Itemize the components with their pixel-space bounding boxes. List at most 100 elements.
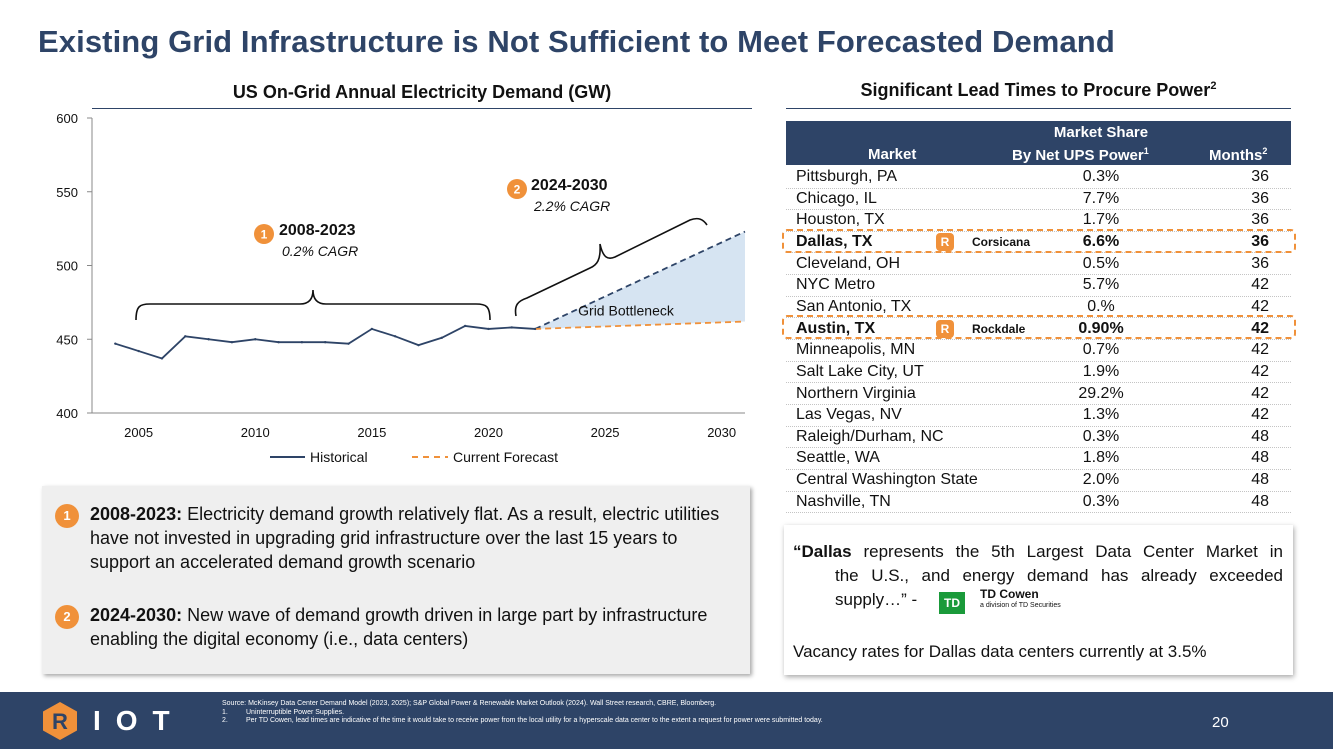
cell-share: 0.90%: [1078, 319, 1124, 337]
cell-market: Salt Lake City, UT: [796, 362, 924, 380]
historical-point: [487, 327, 490, 331]
cell-months: 36: [1251, 232, 1269, 250]
cell-share: 0.5%: [1082, 254, 1120, 272]
footnote-2-num: 2.: [222, 717, 228, 724]
cell-months: 42: [1251, 319, 1269, 337]
cell-months: 36: [1251, 168, 1269, 185]
page-number: 20: [1212, 714, 1229, 731]
header-market: Market: [868, 146, 917, 163]
cell-market: Pittsburgh, PA: [796, 168, 898, 185]
notes-panel: 1 2008-2023: Electricity demand growth r…: [42, 486, 750, 674]
chart-title-rule: [92, 108, 752, 109]
page-title: Existing Grid Infrastructure is Not Suff…: [38, 24, 1115, 59]
riot-logo-letter: R: [52, 709, 68, 734]
cell-market: Seattle, WA: [796, 449, 880, 467]
note-2-period: 2024-2030:: [90, 605, 183, 625]
table-title-text: Significant Lead Times to Procure Power: [860, 80, 1211, 100]
note-1-period: 2008-2023:: [90, 504, 183, 524]
quote-line-2: the U.S., and energy demand has already …: [835, 566, 1283, 585]
note-1: 2008-2023: Electricity demand growth rel…: [90, 502, 740, 574]
source-line: Source: McKinsey Data Center Demand Mode…: [222, 700, 717, 707]
historical-point: [230, 341, 234, 344]
table-title: Significant Lead Times to Procure Power2: [786, 80, 1291, 101]
y-tick-label: 400: [56, 406, 78, 421]
cell-market: Cleveland, OH: [796, 254, 901, 272]
cell-share: 5.7%: [1082, 276, 1120, 294]
table-row: Austin, TX 0.90% 42 R Rockdale: [786, 318, 1291, 341]
forecast-line: [535, 320, 746, 330]
y-tick-label: 550: [56, 185, 78, 200]
table-row: Minneapolis, MN 0.7% 42: [786, 339, 1291, 362]
historical-point: [207, 338, 210, 341]
table-row: Seattle, WA 1.8% 48: [786, 447, 1291, 470]
historical-point: [254, 338, 257, 341]
cell-share: 1.7%: [1082, 211, 1120, 229]
historical-point: [277, 341, 280, 344]
annotation-2-cagr: 2.2% CAGR: [533, 198, 610, 214]
footnote-1-num: 1.: [222, 708, 228, 716]
historical-point: [347, 342, 350, 345]
bottleneck-label: Grid Bottleneck: [578, 303, 675, 319]
cell-share: 0.7%: [1082, 341, 1120, 359]
note-2-badge: 2: [55, 605, 79, 629]
table-row: Pittsburgh, PA 0.3% 36: [786, 166, 1291, 189]
header-share-line2: By Net UPS Power1: [1012, 146, 1149, 164]
cell-market: Austin, TX: [796, 319, 876, 337]
badge-2-number: 2: [514, 183, 521, 197]
historical-point: [324, 341, 327, 344]
cell-share: 1.9%: [1082, 362, 1120, 380]
table-title-sup: 2: [1210, 80, 1217, 92]
footnote-1-text: Uninterruptible Power Supplies.: [246, 708, 345, 716]
header-months: Months2: [1209, 146, 1267, 164]
cell-market: Dallas, TX: [796, 232, 873, 250]
x-tick-label: 2010: [241, 425, 270, 440]
historical-point: [440, 336, 444, 339]
table-header: Market Market Share By Net UPS Power1 Mo…: [786, 121, 1291, 165]
cell-share: 0.3%: [1082, 427, 1120, 445]
brace-historical: [135, 289, 491, 321]
brace-forecast: [514, 217, 708, 317]
cell-market: NYC Metro: [796, 276, 876, 294]
historical-point: [137, 349, 140, 353]
table-row: Northern Virginia 29.2% 42: [786, 383, 1291, 405]
cell-market: Central Washington State: [796, 471, 978, 489]
cell-months: 48: [1251, 471, 1269, 489]
cell-market: Houston, TX: [796, 211, 885, 229]
header-share-text: By Net UPS Power: [1012, 147, 1144, 164]
table-row: Salt Lake City, UT 1.9% 42: [786, 361, 1291, 384]
cell-months: 48: [1251, 427, 1269, 445]
y-tick-label: 600: [56, 111, 78, 126]
historical-point: [184, 335, 187, 338]
note-1-text: Electricity demand growth relatively fla…: [90, 504, 720, 572]
header-share-sup: 1: [1143, 146, 1149, 156]
x-tick-label: 2020: [474, 425, 503, 440]
x-tick-label: 2005: [124, 425, 153, 440]
historical-point: [393, 335, 397, 338]
historical-point: [533, 327, 537, 331]
cell-share: 2.0%: [1082, 471, 1120, 489]
td-logo: TD: [939, 592, 965, 614]
note-2-text: New wave of demand growth driven in larg…: [90, 605, 708, 649]
table-row: Central Washington State 2.0% 48: [786, 469, 1291, 492]
footnote-1: 1. Uninterruptible Power Supplies.: [222, 709, 823, 718]
cell-market: Raleigh/Durham, NC: [796, 427, 944, 445]
historical-point: [463, 324, 467, 328]
annotation-1-period: 2008-2023: [279, 222, 356, 239]
demand-chart: 400 450 500 550 600 2005 2010 2015 2020 2025 2030…: [56, 111, 746, 465]
badge-2-icon: [507, 179, 527, 199]
table-row: NYC Metro 5.7% 42: [786, 274, 1291, 297]
riot-logo-icon: R: [43, 702, 77, 740]
site-name: Rockdale: [972, 321, 1026, 336]
brand-name: IOT: [93, 705, 185, 736]
bottleneck-line: [534, 230, 746, 330]
header-share-line1: Market Share: [1053, 124, 1149, 141]
historical-point: [370, 327, 374, 331]
table-row: Houston, TX 1.7% 36: [786, 209, 1291, 232]
y-tick-label: 450: [56, 332, 78, 347]
cell-months: 42: [1251, 276, 1269, 294]
quote-line-3: supply…” -: [835, 590, 918, 609]
footnote-2: 2. Per TD Cowen, lead times are indicativ…: [222, 717, 823, 726]
quote-panel: “Dallas represents the 5th Largest Data …: [784, 525, 1293, 675]
table-row: Chicago, IL 7.7% 36: [786, 188, 1291, 211]
cell-market: Northern Virginia: [796, 384, 916, 402]
